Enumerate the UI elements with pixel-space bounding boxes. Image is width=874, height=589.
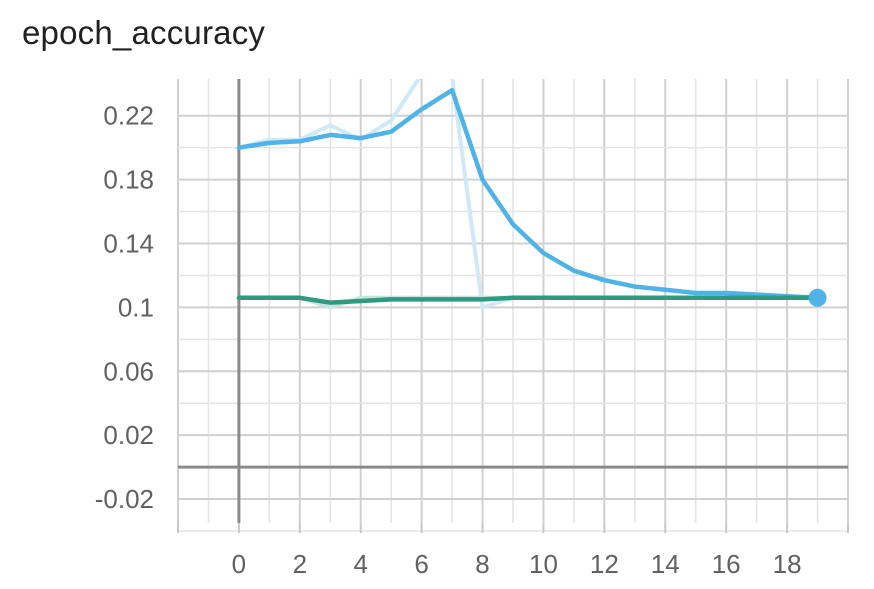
series-1-smoothed-line (236, 295, 820, 305)
y-tick-label: 0.18 (103, 165, 154, 195)
x-tick-label: 18 (773, 549, 802, 579)
x-tick-label: 0 (232, 549, 246, 579)
x-tick-label: 14 (651, 549, 680, 579)
x-tick-label: 10 (529, 549, 558, 579)
series-layer (236, 79, 820, 310)
x-tick-label: 4 (353, 549, 367, 579)
highlight-point (808, 288, 827, 307)
y-tick-label: 0.1 (118, 292, 154, 322)
highlight-layer (808, 288, 827, 307)
x-tick-labels: 0 2 4 6 8 10 12 14 16 18 (232, 549, 802, 579)
y-tick-labels: 0.22 0.18 0.14 0.1 0.06 0.02 -0.02 (95, 101, 154, 514)
x-tick-label: 6 (414, 549, 428, 579)
y-tick-label: 0.14 (103, 229, 154, 259)
y-tick-label: -0.02 (95, 484, 154, 514)
series-0-smoothed-line (236, 87, 820, 301)
axes (177, 79, 849, 533)
y-tick-label: 0.22 (103, 101, 154, 131)
x-tick-label: 16 (712, 549, 741, 579)
chart-title: epoch_accuracy (22, 14, 266, 51)
grid-lines (177, 79, 849, 532)
x-tick-label: 2 (293, 549, 307, 579)
series-0-raw-line (236, 79, 820, 310)
y-tick-label: 0.06 (103, 356, 154, 386)
y-tick-label: 0.02 (103, 420, 154, 450)
x-tick-label: 12 (590, 549, 619, 579)
x-tick-label: 8 (475, 549, 489, 579)
